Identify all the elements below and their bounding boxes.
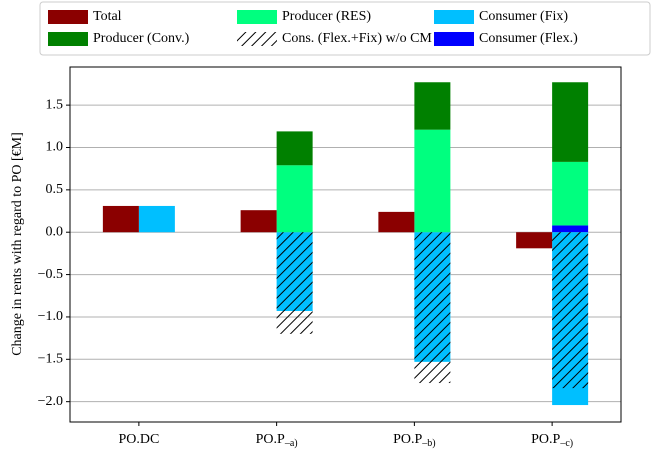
bar <box>276 131 313 166</box>
bar <box>414 129 451 233</box>
legend-label: Producer (RES) <box>282 9 371 24</box>
y-tick-label: 0.0 <box>46 224 64 239</box>
y-axis-label: Change in rents with regard to PO [€M] <box>10 132 25 356</box>
bar <box>552 82 589 162</box>
bar <box>276 232 313 334</box>
y-tick-label: −0.5 <box>38 267 63 282</box>
bar <box>414 82 451 130</box>
bar <box>552 225 589 233</box>
legend-swatch <box>237 32 277 46</box>
legend-box <box>39 1 651 56</box>
bar <box>414 232 451 384</box>
y-tick-label: −1.0 <box>38 309 63 324</box>
legend-swatch <box>237 10 277 24</box>
legend-swatch <box>434 32 474 46</box>
bar <box>552 161 589 226</box>
legend-swatch <box>48 32 88 46</box>
y-tick-label: 1.0 <box>46 140 64 155</box>
y-tick-label: −1.5 <box>38 352 63 367</box>
bar <box>552 232 589 389</box>
x-tick-label: PO.P–b) <box>393 432 436 449</box>
legend-swatch <box>48 10 88 24</box>
legend-label: Cons. (Flex.+Fix) w/o CM <box>282 31 432 46</box>
x-tick-label: PO.P–c) <box>531 432 573 449</box>
x-tick-label: PO.DC <box>118 432 159 447</box>
y-tick-label: 1.5 <box>46 97 64 112</box>
bar <box>138 205 175 233</box>
bar <box>378 211 415 233</box>
y-tick-label: −2.0 <box>38 394 63 409</box>
legend-swatch <box>434 10 474 24</box>
plot-frame <box>69 66 622 423</box>
legend-label: Consumer (Flex.) <box>479 31 578 46</box>
bar <box>276 165 313 233</box>
x-tick-label: PO.P–a) <box>256 432 298 449</box>
legend-label: Consumer (Fix) <box>479 9 568 24</box>
bar <box>102 205 139 233</box>
y-tick-label: 0.5 <box>46 182 64 197</box>
legend-label: Producer (Conv.) <box>93 31 190 46</box>
legend-label: Total <box>93 9 122 24</box>
bar <box>516 232 553 249</box>
bar <box>240 210 277 233</box>
